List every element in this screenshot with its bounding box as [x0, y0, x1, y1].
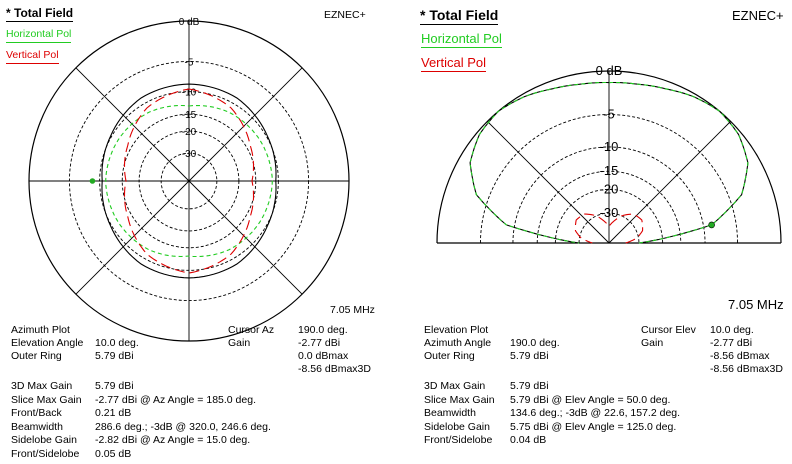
right-info-value-1: 190.0 deg. [510, 337, 560, 349]
ring-label-5: -30 [182, 149, 197, 160]
left-info-value-1: 10.0 deg. [95, 337, 139, 349]
right-stat-value-2: 134.6 deg.; -3dB @ 22.6, 157.2 deg. [510, 407, 681, 420]
left-stat-label-4: Sidelobe Gain [11, 434, 77, 447]
right-info-label2-1: Gain [641, 337, 664, 349]
right-legend-vertical: Vertical Pol [421, 55, 487, 72]
ring-label-5: -30 [600, 205, 619, 220]
right-stat-label-2: Beamwidth [424, 407, 476, 420]
right-stat-label-1: Slice Max Gain [424, 393, 495, 406]
left-stat-value-0: 5.79 dBi [95, 380, 134, 392]
right-info-value2-0: 10.0 deg. [710, 324, 754, 336]
left-stat-label-0: 3D Max Gain [11, 380, 73, 392]
ring-label-2: -10 [182, 88, 197, 99]
right-stat-value-4: 0.04 dB [510, 434, 547, 447]
ring-label-4: -20 [182, 127, 197, 138]
cursor-marker [89, 178, 96, 184]
left-brand: EZNEC+ [324, 9, 366, 21]
left-stat-label-5: Front/Sidelobe [11, 448, 80, 460]
ring-label-1: -5 [603, 106, 615, 121]
right-stat-label-4: Front/Sidelobe [424, 434, 493, 447]
right-info-value-2: 5.79 dBi [510, 350, 549, 362]
ring-label-4: -20 [600, 181, 619, 196]
right-info-value2-1: -2.77 dBi [710, 337, 753, 349]
right-stat-value-0: 5.79 dBi [510, 380, 549, 392]
left-info-label-2: Outer Ring [11, 350, 62, 362]
right-stat-value-1: 5.79 dBi @ Elev Angle = 50.0 deg. [510, 393, 671, 406]
left-stat-label-1: Slice Max Gain [11, 393, 82, 406]
ring-label-1: -5 [185, 57, 194, 68]
left-info-label-0: Azimuth Plot [11, 324, 70, 336]
left-info-label-1: Elevation Angle [11, 337, 84, 349]
left-frequency: 7.05 MHz [330, 304, 375, 316]
ring-label-0: 0 dB [596, 63, 623, 78]
series-vertical [123, 88, 255, 274]
right-stat-label-0: 3D Max Gain [424, 380, 486, 392]
right-stat-value-3: 5.75 dBi @ Elev Angle = 125.0 deg. [510, 420, 677, 433]
left-stat-label-3: Beamwidth [11, 420, 63, 433]
cursor-marker [708, 221, 715, 229]
azimuth-polar-plot: 0 dB -5 -10 -15 -20 -30 [28, 17, 350, 342]
series-horizontal [105, 104, 273, 258]
right-info-label-2: Outer Ring [424, 350, 475, 362]
right-title: * Total Field [420, 7, 499, 25]
left-stat-label-2: Front/Back [11, 407, 62, 420]
left-info-value2-3: -8.56 dBmax3D [298, 363, 371, 375]
right-info-value2-2: -8.56 dBmax [710, 350, 770, 362]
ring-label-3: -15 [182, 110, 197, 121]
left-stat-value-3: 286.6 deg.; -3dB @ 320.0, 246.6 deg. [95, 420, 271, 433]
right-frequency: 7.05 MHz [728, 297, 784, 312]
right-info-label2-0: Cursor Elev [641, 324, 696, 336]
spoke-3 [188, 180, 303, 295]
left-info-value2-1: -2.77 dBi [298, 337, 341, 349]
left-stat-value-1: -2.77 dBi @ Az Angle = 185.0 deg. [95, 393, 256, 406]
left-stat-value-2: 0.21 dB [95, 407, 132, 420]
left-info-value-2: 5.79 dBi [95, 350, 134, 362]
left-title: * Total Field [6, 6, 74, 22]
right-brand: EZNEC+ [732, 8, 784, 23]
left-info-value2-0: 190.0 deg. [298, 324, 348, 336]
series-horizontal [469, 81, 749, 244]
spoke-5 [75, 180, 190, 295]
series-vertical [574, 213, 644, 244]
left-info-value2-2: 0.0 dBmax [298, 350, 349, 362]
right-info-value2-3: -8.56 dBmax3D [710, 363, 783, 375]
left-info-label2-0: Cursor Az [228, 324, 275, 336]
series-total [101, 83, 277, 279]
elevation-polar-plot: 0 dB -5 -10 -15 -20 -30 [436, 63, 782, 244]
right-info-label-0: Elevation Plot [424, 324, 489, 336]
spoke-3 [487, 121, 610, 244]
right-info-label-1: Azimuth Angle [424, 337, 492, 349]
ring-label-3: -15 [600, 163, 619, 178]
left-stat-value-4: -2.82 dBi @ Az Angle = 15.0 deg. [95, 434, 251, 447]
ring-label-0: 0 dB [179, 17, 200, 28]
left-stat-value-5: 0.05 dB [95, 448, 132, 460]
spoke-1 [608, 121, 731, 244]
spoke-1 [188, 67, 303, 182]
right-legend-horizontal: Horizontal Pol [421, 31, 502, 48]
left-legend-vertical: Vertical Pol [6, 49, 59, 64]
ring-label-2: -10 [600, 139, 619, 154]
left-legend-horizontal: Horizontal Pol [6, 28, 72, 43]
right-stat-label-3: Sidelobe Gain [424, 420, 490, 433]
spoke-7 [75, 67, 190, 182]
left-info-label2-1: Gain [228, 337, 251, 349]
